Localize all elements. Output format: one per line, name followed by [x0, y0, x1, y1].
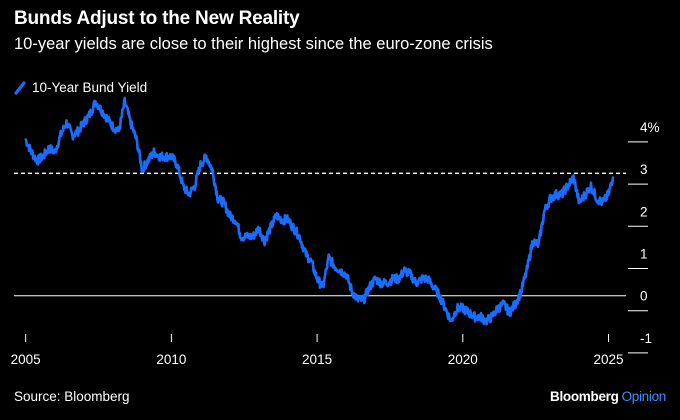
brand-logo: Bloomberg Opinion [550, 389, 666, 404]
x-tick-label: 2005 [11, 352, 41, 367]
series-group [24, 96, 615, 326]
y-axis: 4% 3 2 1 0 -1 [628, 120, 660, 354]
chart-legend: 10-Year Bund Yield [14, 80, 147, 95]
legend-swatch-icon [14, 80, 26, 95]
source-note: Source: Bloomberg [14, 389, 130, 404]
y-tick-label: -1 [640, 331, 652, 346]
x-tick-label: 2010 [156, 352, 186, 367]
x-tick-label: 2025 [593, 352, 623, 367]
chart-title: Bunds Adjust to the New Reality [14, 8, 300, 29]
chart-subtitle: 10-year yields are close to their highes… [14, 35, 493, 53]
y-tick-label: 3 [640, 162, 648, 177]
x-axis: 2005 2010 2015 2020 2025 [11, 334, 624, 367]
reference-lines [14, 172, 626, 297]
y-tick-label: 1 [640, 246, 648, 261]
brand-primary: Bloomberg [550, 389, 619, 404]
y-tick-label: 2 [640, 204, 648, 219]
y-tick-label: 0 [640, 289, 648, 304]
x-tick-label: 2020 [448, 352, 478, 367]
series-line-bund-yield [24, 96, 615, 326]
brand-secondary: Opinion [621, 389, 667, 404]
legend-label: 10-Year Bund Yield [32, 80, 148, 95]
y-tick-label: 4% [640, 120, 660, 135]
x-tick-label: 2015 [302, 352, 332, 367]
